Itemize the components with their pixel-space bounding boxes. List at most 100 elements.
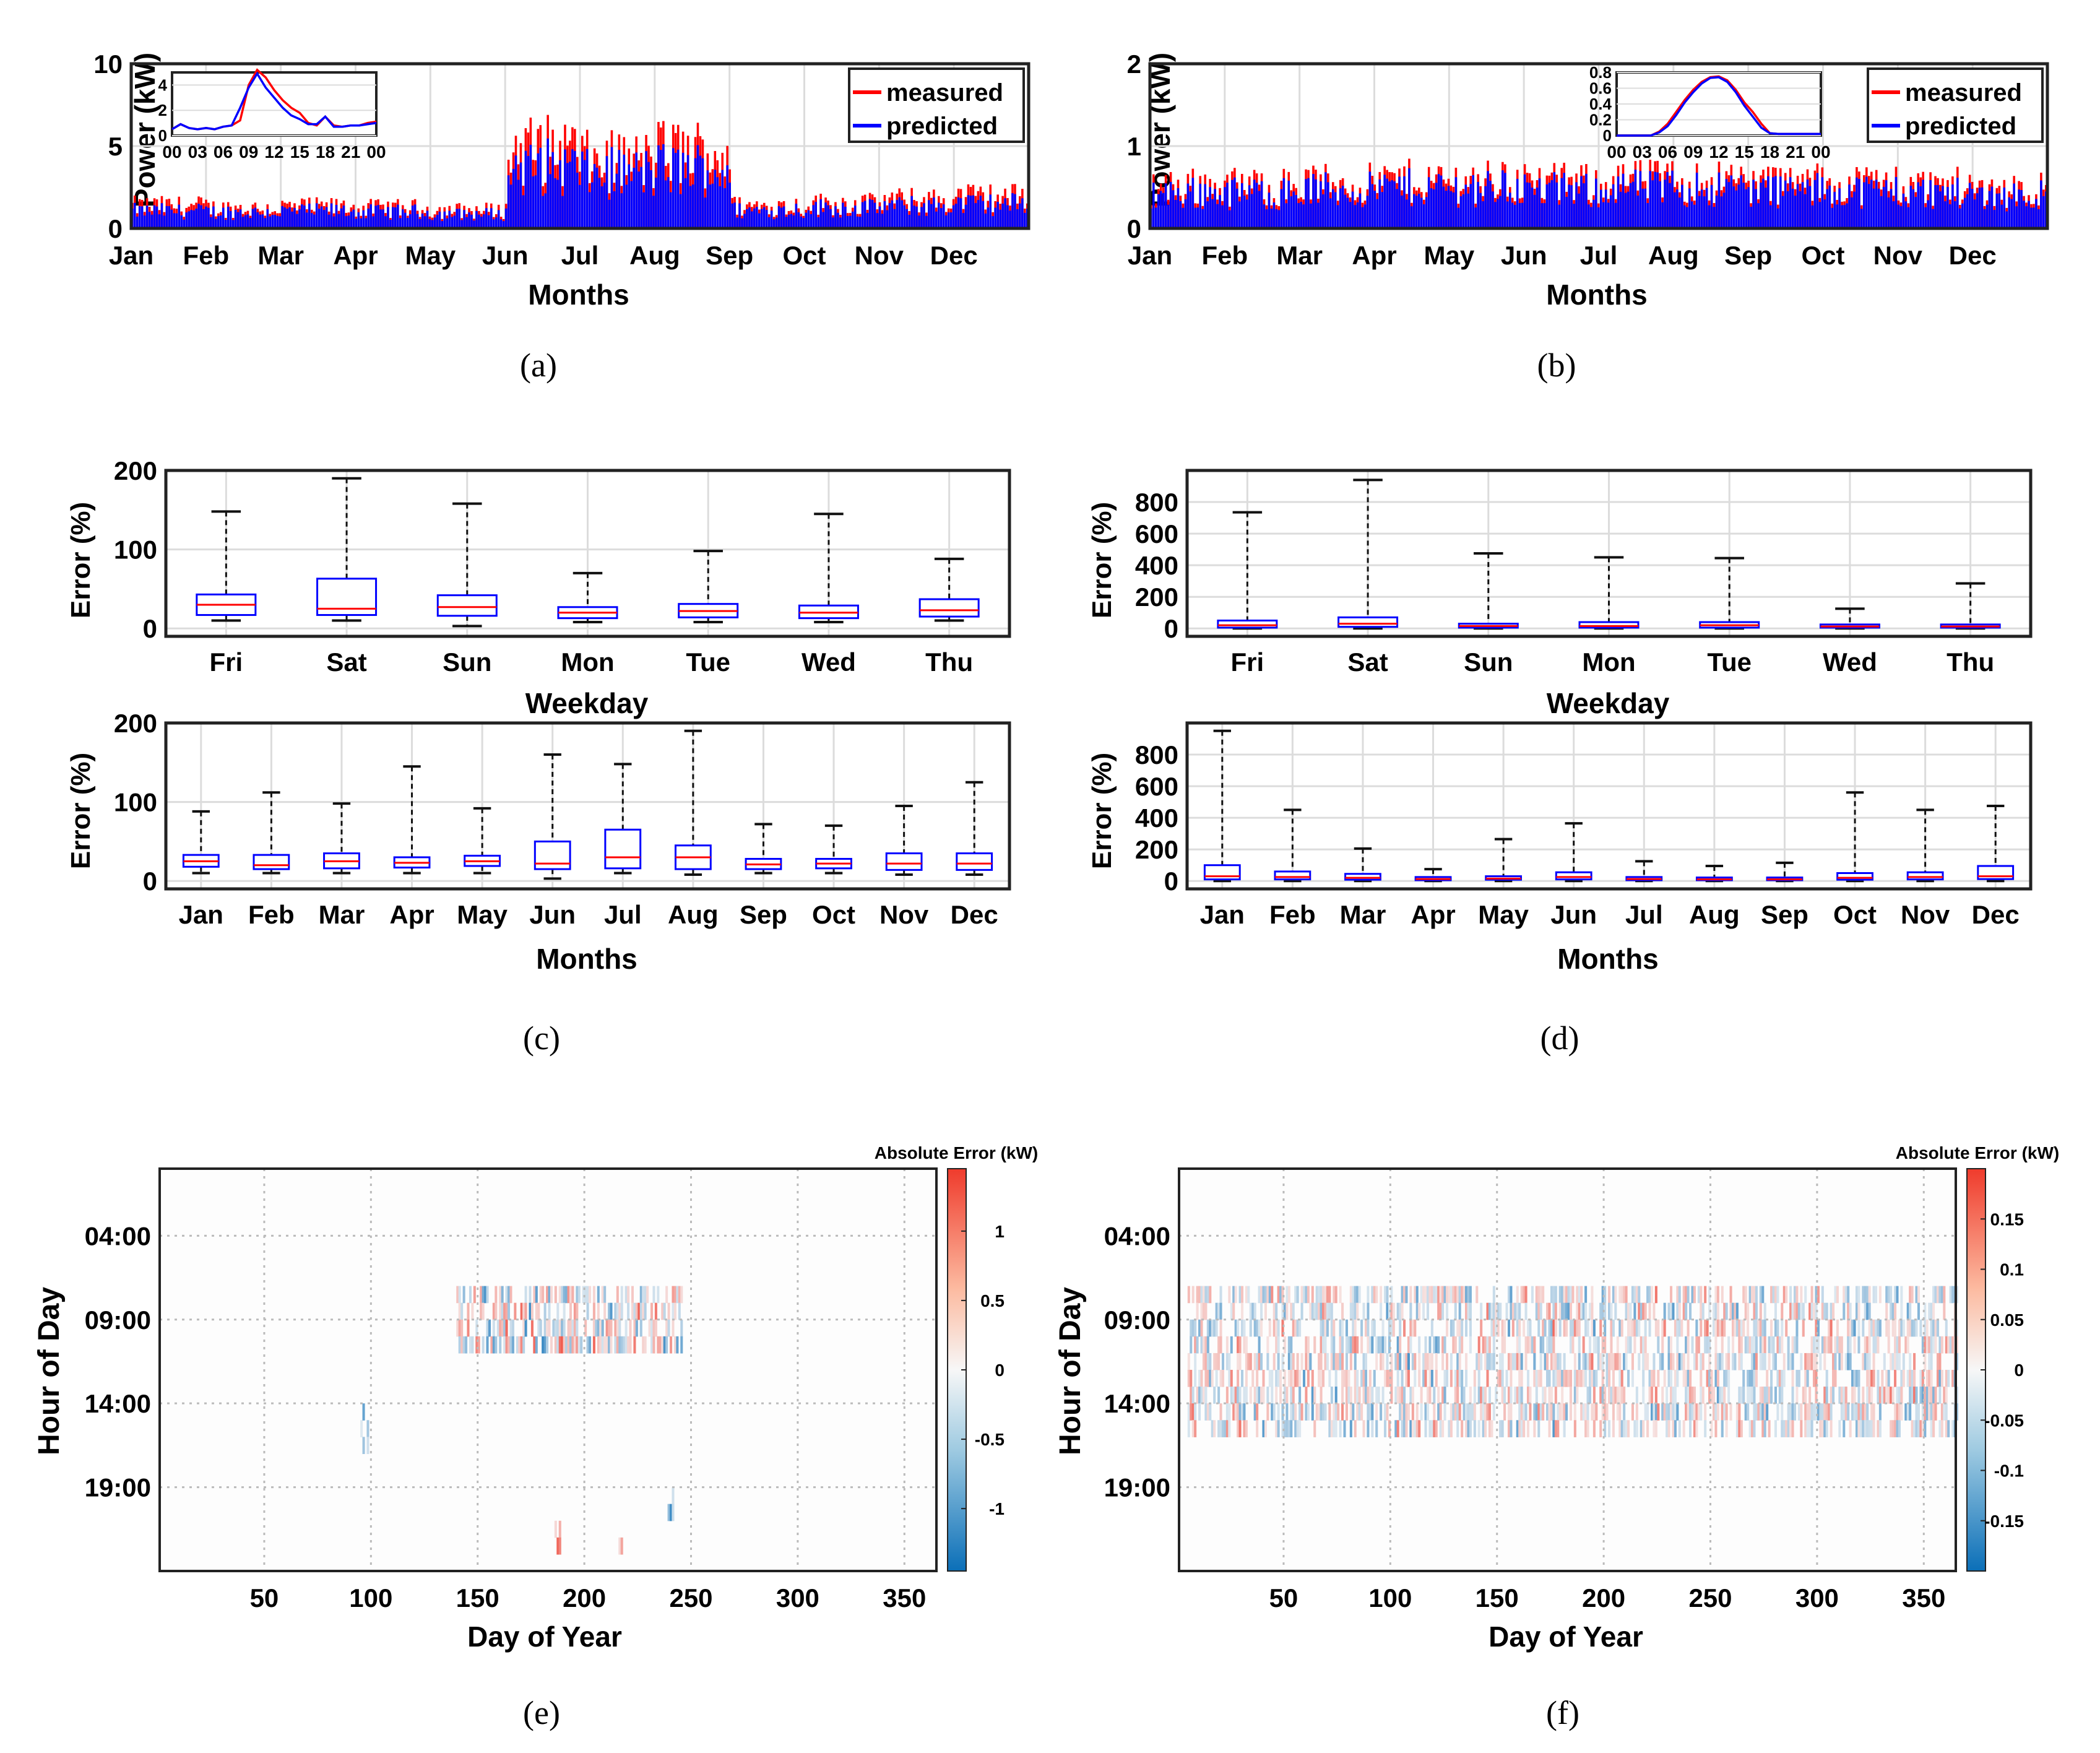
heatmap-cell [1766, 1387, 1769, 1404]
heatmap-cell [1815, 1286, 1818, 1304]
predicted-bar [815, 202, 817, 228]
heatmap-cell [1751, 1286, 1754, 1304]
heatmap-cell [1356, 1387, 1359, 1404]
box [1203, 864, 1241, 881]
y-tick-label: 19:00 [1104, 1473, 1170, 1502]
inset-x-tick-label: 18 [1760, 142, 1779, 162]
heatmap-cell [1221, 1420, 1224, 1437]
heatmap-cell [1401, 1420, 1404, 1437]
heatmap-cell [1667, 1420, 1670, 1437]
heatmap-cell [1800, 1403, 1803, 1421]
heatmap-cell [1868, 1286, 1871, 1304]
predicted-bar [1184, 199, 1187, 228]
heatmap-cell [458, 1336, 461, 1354]
heatmap-cell [1906, 1302, 1909, 1320]
heatmap-cell [1386, 1403, 1389, 1421]
predicted-bar [883, 201, 886, 228]
heatmap-cell [1723, 1370, 1726, 1387]
heatmap-cell [1578, 1302, 1581, 1320]
heatmap-cell [1420, 1387, 1423, 1404]
predicted-bar [175, 213, 178, 228]
heatmap-cell [1191, 1420, 1195, 1437]
heatmap-cell [505, 1302, 508, 1320]
predicted-bar [438, 211, 441, 228]
heatmap-cell [1497, 1302, 1500, 1320]
heatmap-cell [1561, 1302, 1564, 1320]
predicted-bar [556, 180, 559, 228]
heatmap-cell [1857, 1302, 1860, 1320]
heatmap-cell [1868, 1387, 1871, 1404]
heatmap-cell [1539, 1286, 1542, 1304]
heatmap-cell [1625, 1286, 1628, 1304]
heatmap-cell [1646, 1403, 1649, 1421]
predicted-bar [984, 213, 987, 228]
heatmap-cell [1620, 1286, 1623, 1304]
heatmap-cell [1815, 1387, 1818, 1404]
heatmap-cell [1388, 1319, 1391, 1337]
heatmap-cell [1661, 1403, 1664, 1421]
predicted-bar [1221, 205, 1224, 228]
heatmap-cell [1697, 1403, 1700, 1421]
predicted-bar [878, 206, 881, 228]
predicted-bar [1659, 181, 1661, 228]
predicted-bar [1349, 202, 1352, 228]
heatmap-cell [1333, 1353, 1336, 1370]
predicted-bar [1752, 180, 1755, 228]
predicted-bar [1011, 193, 1014, 228]
heatmap-cell [482, 1302, 485, 1320]
heatmap-cell [488, 1319, 491, 1337]
heatmap-cell [1704, 1420, 1707, 1437]
predicted-bar [335, 204, 338, 228]
heatmap-cell [1383, 1336, 1387, 1354]
predicted-bar [1430, 188, 1433, 228]
predicted-bar [603, 182, 606, 228]
heatmap-cell [1539, 1336, 1542, 1354]
heatmap-cell [1682, 1370, 1685, 1387]
heatmap-cell [1260, 1319, 1263, 1337]
predicted-bar [714, 170, 717, 228]
heatmap-cell [1341, 1370, 1344, 1387]
predicted-bar [1636, 195, 1640, 228]
heatmap-cell [1828, 1403, 1831, 1421]
predicted-bar [903, 205, 905, 228]
heatmap-cell [1507, 1420, 1510, 1437]
heatmap-cell [1804, 1387, 1807, 1404]
predicted-bar [751, 211, 753, 228]
predicted-bar [1019, 203, 1021, 228]
predicted-bar [719, 186, 722, 228]
heatmap-cell [1924, 1353, 1927, 1370]
heatmap-cell [1399, 1403, 1402, 1421]
heatmap-cell [1456, 1420, 1459, 1437]
heatmap-cell [1198, 1370, 1201, 1387]
heatmap-cell [614, 1302, 617, 1320]
heatmap-cell [1887, 1336, 1890, 1354]
axes-frame [1185, 721, 2033, 891]
predicted-bar [1681, 184, 1683, 228]
predicted-bar [1432, 189, 1435, 228]
heatmap-cell [533, 1286, 536, 1304]
heatmap-cell [1209, 1370, 1212, 1387]
predicted-bar [1762, 178, 1765, 228]
heatmap-cell [1488, 1353, 1491, 1370]
heatmap-cell [1347, 1370, 1350, 1387]
heatmap-cell [1633, 1336, 1636, 1354]
heatmap-cell [1917, 1286, 1920, 1304]
heatmap-cell [1674, 1387, 1677, 1404]
predicted-bar [1899, 206, 1903, 228]
heatmap-cell [1333, 1336, 1336, 1354]
predicted-bar [559, 160, 561, 228]
heatmap-cell [1237, 1370, 1240, 1387]
box [534, 840, 571, 870]
heatmap-cell [1368, 1387, 1372, 1404]
heatmap-cell [1672, 1302, 1675, 1320]
box [1344, 873, 1381, 881]
heatmap-cell [1608, 1370, 1611, 1387]
heatmap-cell [1878, 1403, 1882, 1421]
heatmap-cell [1828, 1319, 1831, 1337]
predicted-bar [288, 207, 291, 228]
heatmap-cell [1629, 1319, 1632, 1337]
heatmap-cell [1320, 1319, 1323, 1337]
predicted-bar [746, 209, 748, 228]
colorbar-tick-label: -0.1 [1994, 1461, 2024, 1481]
heatmap-cell [1324, 1403, 1327, 1421]
